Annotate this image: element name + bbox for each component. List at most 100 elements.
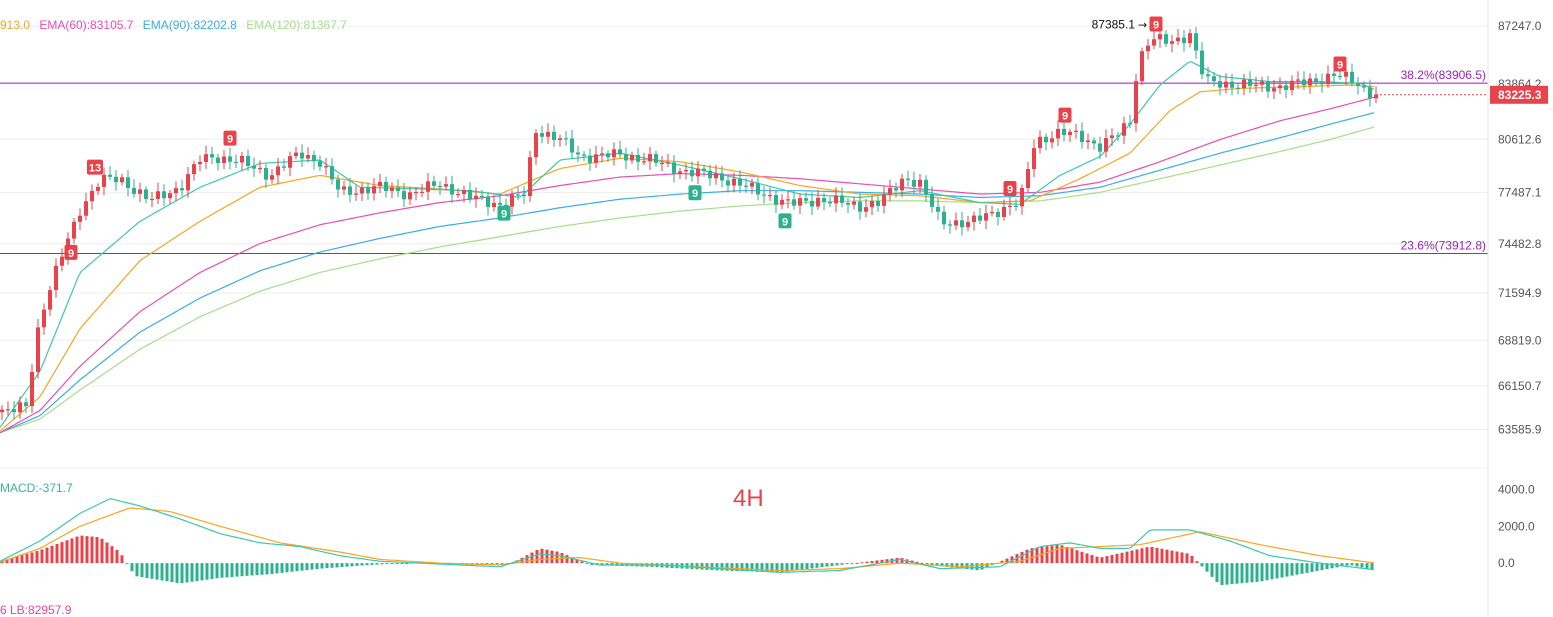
candle-body [336, 179, 340, 190]
macd-histogram-bar [785, 563, 789, 572]
macd-histogram-bar [1330, 563, 1334, 569]
high-arrow-icon: → [1138, 18, 1147, 31]
macd-histogram-bar [1005, 558, 1009, 564]
macd-histogram-bar [1055, 545, 1059, 564]
macd-histogram-bar [710, 563, 714, 571]
high-marker: 87385.1 → [1092, 17, 1148, 31]
macd-histogram-bar [15, 556, 19, 564]
candle-body [1152, 39, 1156, 46]
macd-histogram-bar [120, 555, 124, 564]
macd-histogram-bar [490, 563, 494, 565]
candle-body [990, 211, 994, 214]
candle-body [1218, 81, 1222, 88]
macd-histogram-bar [310, 563, 314, 570]
candle-body [1128, 123, 1132, 125]
candle-body [540, 133, 544, 137]
macd-histogram-bar [1135, 549, 1139, 564]
price-axis-label: 80612.6 [1498, 132, 1542, 146]
macd-histogram-bar [955, 563, 959, 568]
macd-histogram-bar [330, 563, 334, 568]
candle-body [840, 195, 844, 203]
macd-value-label: MACD:-371.7 [0, 481, 73, 495]
macd-histogram-bar [775, 563, 779, 573]
ema_fast-line [0, 60, 1375, 428]
candle-body [1188, 33, 1192, 44]
candle-body [882, 194, 886, 206]
candle-body [498, 202, 502, 205]
candle-body [1062, 128, 1066, 136]
candle-body [240, 155, 244, 163]
macd-histogram-bar [85, 536, 89, 564]
macd-histogram-bar [545, 549, 549, 564]
macd-histogram-bar [250, 563, 254, 576]
td-marker-badge [223, 130, 237, 146]
candle-body [1122, 123, 1126, 136]
candle-body [654, 154, 658, 163]
candle-body [234, 161, 238, 163]
candle-body [408, 192, 412, 200]
macd-histogram-bar [605, 563, 609, 566]
macd-histogram-bar [610, 563, 614, 566]
candle-body [726, 180, 730, 186]
candle-body [666, 162, 670, 164]
candle-body [342, 186, 346, 190]
grid-lines [0, 25, 1488, 430]
candle-body [1302, 79, 1306, 86]
fib-label: 23.6%(73912.8) [1401, 238, 1486, 252]
candle-body [72, 221, 76, 239]
candle-body [984, 213, 988, 221]
macd-histogram-bar [55, 543, 59, 564]
candle-body [834, 195, 838, 204]
macd-histogram-bar [360, 563, 364, 566]
macd-histogram-bar [290, 563, 294, 572]
macd-histogram-bar [1195, 561, 1199, 564]
td-marker-badge [1333, 56, 1347, 72]
candle-body [174, 188, 178, 194]
macd-histogram-bar [240, 563, 244, 577]
macd-histogram-bar [280, 563, 284, 573]
candle-body [768, 195, 772, 197]
legend-ema60: EMA(60):83105.7 [39, 18, 134, 32]
macd-histogram-bar [975, 563, 979, 571]
macd-histogram-bar [900, 558, 904, 564]
macd-histogram-bar [1010, 556, 1014, 564]
candle-body [912, 179, 916, 187]
td-sequential-markers: 13 9 9 9 9 9 9 9 9 9 [64, 16, 1347, 260]
macd-histogram-bar [1285, 563, 1289, 577]
candle-body [420, 191, 424, 193]
candle-body [936, 206, 940, 212]
candle-body [1140, 51, 1144, 82]
candle-body [954, 220, 958, 226]
candle-body [1086, 140, 1090, 143]
macd-axis-label: 0.0 [1498, 556, 1515, 570]
macd-histogram-bar [1200, 563, 1204, 567]
candle-body [450, 184, 454, 195]
macd-histogram-bar [1220, 563, 1224, 586]
macd-line [0, 498, 1375, 573]
macd-histogram-bar [840, 563, 844, 565]
td-marker-badge [1058, 107, 1072, 123]
macd-histogram-bar [60, 542, 64, 564]
candle-body [426, 181, 430, 192]
macd-histogram-bar [135, 563, 139, 577]
candle-body [702, 168, 706, 171]
candle-body [894, 188, 898, 191]
macd-histogram-bar [780, 563, 784, 573]
macd-histogram-bar [90, 536, 94, 564]
macd-histogram-bar [770, 563, 774, 573]
price-axis-label: 74482.8 [1498, 237, 1542, 251]
candle-body [1350, 71, 1354, 83]
macd-histogram-bar [130, 563, 134, 572]
td-marker-label: 9 [1062, 111, 1068, 123]
macd-histogram-bar [105, 542, 109, 564]
lb-value-label: 6 LB:82957.9 [0, 603, 72, 617]
candle-body [360, 187, 364, 194]
candle-body [384, 181, 388, 192]
ema-legend: 913.0 EMA(60):83105.7 EMA(90):82202.8 EM… [0, 18, 353, 32]
macd-histogram-bar [1250, 563, 1254, 583]
macd-histogram-bar [185, 563, 189, 583]
candle-body [486, 196, 490, 208]
candle-body [930, 194, 934, 207]
